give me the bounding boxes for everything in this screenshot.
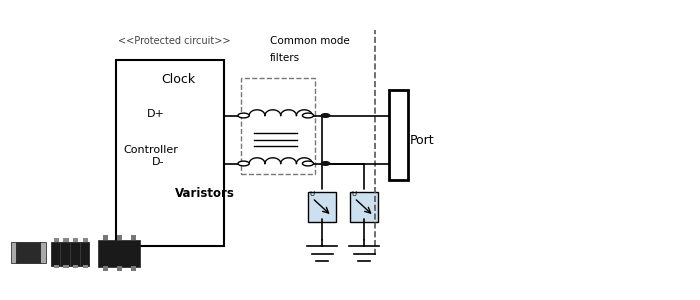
Text: <<Protected circuit>>: <<Protected circuit>> xyxy=(118,37,230,46)
Bar xyxy=(15,242,41,262)
Bar xyxy=(350,192,378,222)
Bar xyxy=(54,238,59,242)
Bar xyxy=(103,266,108,271)
Text: Clock: Clock xyxy=(162,73,195,86)
Bar xyxy=(350,192,378,222)
Circle shape xyxy=(238,113,249,118)
Circle shape xyxy=(302,161,314,166)
Bar xyxy=(51,242,90,266)
Bar xyxy=(83,265,88,268)
Bar xyxy=(308,192,336,222)
Text: Varistors: Varistors xyxy=(174,187,235,200)
Bar xyxy=(64,238,69,242)
Text: Port: Port xyxy=(410,134,434,148)
Bar xyxy=(116,60,224,246)
Bar xyxy=(103,235,108,240)
Circle shape xyxy=(321,114,330,117)
Bar xyxy=(64,265,69,268)
Bar xyxy=(54,265,59,268)
Text: U: U xyxy=(309,191,314,197)
Text: U: U xyxy=(351,191,356,197)
Bar xyxy=(308,192,336,222)
Bar xyxy=(73,265,78,268)
Text: D+: D+ xyxy=(146,109,164,119)
Bar xyxy=(98,240,140,267)
Text: Controller: Controller xyxy=(123,145,178,155)
Circle shape xyxy=(238,161,249,166)
Bar xyxy=(41,242,46,262)
Text: Common mode: Common mode xyxy=(270,37,349,46)
Bar xyxy=(73,238,78,242)
Bar xyxy=(241,78,315,174)
Bar xyxy=(10,242,15,262)
Text: D-: D- xyxy=(152,157,164,167)
Text: filters: filters xyxy=(270,53,300,63)
Bar xyxy=(117,235,122,240)
Bar xyxy=(131,266,136,271)
Circle shape xyxy=(302,113,314,118)
Bar xyxy=(389,90,408,180)
Bar xyxy=(131,235,136,240)
Bar xyxy=(83,238,88,242)
Bar xyxy=(117,266,122,271)
Circle shape xyxy=(321,162,330,165)
